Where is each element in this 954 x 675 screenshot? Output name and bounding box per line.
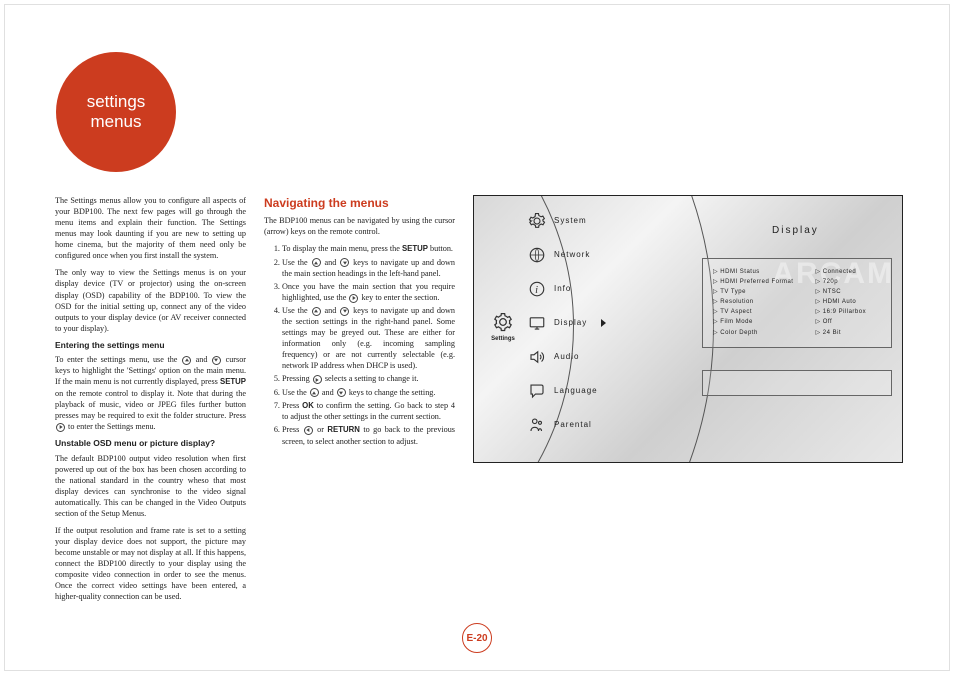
osd-rp-box2 (702, 370, 892, 396)
osd-rp-val: 16:9 Pillarbox (815, 307, 866, 317)
up-arrow-icon (182, 356, 191, 365)
osd-rp-item: Resolution (713, 297, 793, 307)
heading-unstable: Unstable OSD menu or picture display? (55, 438, 246, 449)
osd-menu-list: System Network i Info Display (528, 212, 598, 450)
osd-right-panel: Display HDMI Status HDMI Preferred Forma… (702, 224, 892, 396)
nav-intro: The BDP100 menus can be navigated by usi… (264, 215, 455, 237)
ok-key: OK (302, 401, 314, 410)
language-icon (528, 382, 546, 400)
step-4: Use the and keys to navigate up and down… (282, 305, 455, 371)
osd-menu-display: Display (528, 314, 598, 332)
info-icon: i (528, 280, 546, 298)
nav-steps: To display the main menu, press the SETU… (264, 243, 455, 446)
osd-rp-values: Connected 720p NTSC HDMI Auto 16:9 Pilla… (815, 267, 866, 339)
osd-diagram: ARCAM Settings System Network i Info (473, 195, 903, 463)
osd-rp-val: 720p (815, 277, 866, 287)
osd-rp-val: Off (815, 317, 866, 327)
column-3: ARCAM Settings System Network i Info (473, 195, 903, 608)
step-1: To display the main menu, press the SETU… (282, 243, 455, 255)
svg-text:i: i (535, 285, 539, 296)
entering-t4: to enter the Settings menu. (68, 422, 156, 431)
osd-menu-language: Language (528, 382, 598, 400)
osd-rp-val: NTSC (815, 287, 866, 297)
osd-menu-label: Audio (554, 352, 579, 363)
unstable-p1: The default BDP100 output video resoluti… (55, 453, 246, 519)
osd-menu-label: System (554, 216, 587, 227)
osd-rp-box: HDMI Status HDMI Preferred Format TV Typ… (702, 258, 892, 348)
osd-menu-label: Language (554, 386, 598, 397)
entering-p: To enter the settings menu, use the and … (55, 354, 246, 432)
osd-menu-label: Network (554, 250, 590, 261)
title-line1: settings (87, 92, 146, 111)
down-arrow-icon (212, 356, 221, 365)
step-7: Press OK to confirm the setting. Go back… (282, 400, 455, 423)
down-arrow-icon (340, 258, 349, 267)
page-number: E-20 (462, 623, 492, 653)
osd-rp-item: HDMI Preferred Format (713, 277, 793, 287)
osd-menu-label: Display (554, 318, 587, 329)
heading-navigating: Navigating the menus (264, 195, 455, 211)
chevron-right-icon (601, 319, 606, 327)
up-arrow-icon (310, 388, 319, 397)
gear-icon (493, 312, 513, 332)
osd-menu-system: System (528, 212, 598, 230)
step-6: Use the and keys to change the setting. (282, 387, 455, 398)
up-arrow-icon (312, 307, 321, 316)
step-5: Pressing selects a setting to change it. (282, 373, 455, 384)
osd-rp-item: Color Depth (713, 328, 793, 338)
step-2: Use the and keys to navigate up and down… (282, 257, 455, 279)
setup-key: SETUP (220, 377, 246, 386)
system-icon (528, 212, 546, 230)
step-3: Once you have the main section that you … (282, 281, 455, 303)
osd-rp-val: 24 Bit (815, 328, 866, 338)
audio-icon (528, 348, 546, 366)
title-text: settings menus (87, 92, 146, 133)
osd-rp-title: Display (772, 224, 892, 238)
osd-settings-badge: Settings (489, 312, 517, 343)
osd-menu-info: i Info (528, 280, 598, 298)
heading-entering: Entering the settings menu (55, 340, 246, 351)
parental-icon (528, 416, 546, 434)
osd-menu-network: Network (528, 246, 598, 264)
osd-settings-label: Settings (489, 335, 517, 343)
right-arrow-icon (349, 294, 358, 303)
title-line2: menus (90, 112, 141, 131)
network-icon (528, 246, 546, 264)
step-8: Press or RETURN to go back to the previo… (282, 424, 455, 447)
osd-menu-parental: Parental (528, 416, 598, 434)
setup-key-2: SETUP (402, 244, 428, 253)
osd-rp-item: Film Mode (713, 317, 793, 327)
intro-p2: The only way to view the Settings menus … (55, 267, 246, 333)
right-arrow-icon (56, 423, 65, 432)
down-arrow-icon (337, 388, 346, 397)
down-arrow-icon (340, 307, 349, 316)
osd-rp-val: HDMI Auto (815, 297, 866, 307)
osd-rp-item: HDMI Status (713, 267, 793, 277)
column-2: Navigating the menus The BDP100 menus ca… (264, 195, 455, 608)
osd-menu-label: Parental (554, 420, 592, 431)
intro-p1: The Settings menus allow you to configur… (55, 195, 246, 261)
up-arrow-icon (312, 258, 321, 267)
left-arrow-icon (304, 426, 313, 435)
column-1: The Settings menus allow you to configur… (55, 195, 246, 608)
content-columns: The Settings menus allow you to configur… (55, 195, 903, 608)
return-key: RETURN (327, 425, 360, 434)
osd-rp-val: Connected (815, 267, 866, 277)
title-circle: settings menus (56, 52, 176, 172)
display-icon (528, 314, 546, 332)
osd-rp-item: TV Type (713, 287, 793, 297)
osd-rp-labels: HDMI Status HDMI Preferred Format TV Typ… (713, 267, 793, 339)
entering-t3: on the remote control to display it. Not… (55, 389, 246, 420)
osd-menu-label: Info (554, 284, 571, 295)
osd-rp-item: TV Aspect (713, 307, 793, 317)
right-arrow-icon (313, 375, 322, 384)
osd-menu-audio: Audio (528, 348, 598, 366)
unstable-p2: If the output resolution and frame rate … (55, 525, 246, 602)
entering-t1: To enter the settings menu, use the (55, 355, 177, 364)
